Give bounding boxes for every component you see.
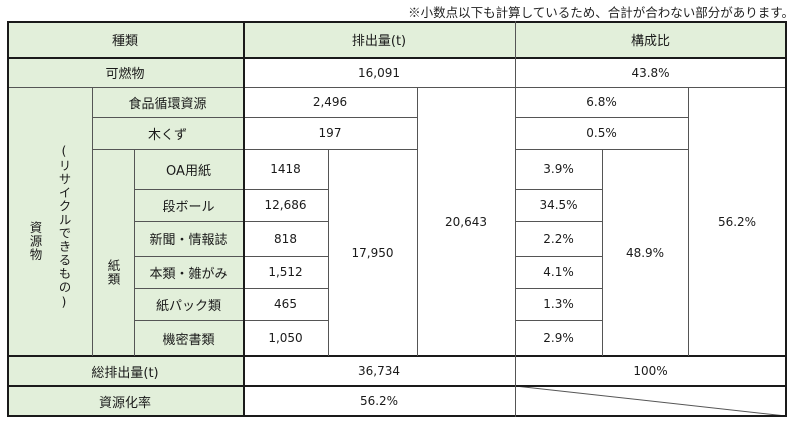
paper-ratio-total: 48.9% <box>602 149 688 356</box>
paper-item-ratio: 4.1% <box>515 256 602 288</box>
resources-amount-total: 20,643 <box>417 87 515 356</box>
paper-item-amount: 1,050 <box>243 320 328 356</box>
combustible-ratio: 43.8% <box>515 58 786 87</box>
recycle-rate-label: 資源化率 <box>7 386 243 416</box>
food-label: 食品循環資源 <box>92 87 243 117</box>
paper-item-ratio: 1.3% <box>515 288 602 320</box>
food-amount: 2,496 <box>243 87 417 117</box>
paper-item-label: 紙パック類 <box>134 288 243 320</box>
paper-amount-total: 17,950 <box>328 149 417 356</box>
paper-item-label: 本類・雑がみ <box>134 256 243 288</box>
diagonal-slash <box>515 386 786 416</box>
wood-label: 木くず <box>92 117 243 149</box>
wood-ratio: 0.5% <box>515 117 688 149</box>
wood-amount: 197 <box>243 117 417 149</box>
resources-ratio-total: 56.2% <box>688 87 786 356</box>
paper-item-label: 機密書類 <box>134 320 243 356</box>
paper-item-amount: 1,512 <box>243 256 328 288</box>
recycle-rate-value: 56.2% <box>243 386 515 416</box>
paper-item-ratio: 34.5% <box>515 189 602 221</box>
paper-item-amount: 465 <box>243 288 328 320</box>
food-ratio: 6.8% <box>515 87 688 117</box>
paper-item-amount: 1418 <box>243 149 328 189</box>
header-type: 種類 <box>7 21 243 58</box>
resources-label-cell: (リサイクルできるもの) 資源物 <box>7 87 92 356</box>
resources-sublabel: (リサイクルできるもの) <box>56 143 72 310</box>
paper-label: 紙類 <box>105 259 121 286</box>
header-amount: 排出量(t) <box>243 21 515 58</box>
total-amount: 36,734 <box>243 356 515 386</box>
paper-item-label: 段ボール <box>134 189 243 221</box>
paper-item-ratio: 2.2% <box>515 221 602 256</box>
combustible-label: 可燃物 <box>7 58 243 87</box>
paper-item-ratio: 3.9% <box>515 149 602 189</box>
paper-item-label: OA用紙 <box>134 149 243 189</box>
paper-item-label: 新聞・情報誌 <box>134 221 243 256</box>
paper-item-amount: 12,686 <box>243 189 328 221</box>
paper-item-amount: 818 <box>243 221 328 256</box>
total-label: 総排出量(t) <box>7 356 243 386</box>
total-ratio: 100% <box>515 356 786 386</box>
paper-item-ratio: 2.9% <box>515 320 602 356</box>
recycle-rate-empty-cell <box>515 386 786 416</box>
header-ratio: 構成比 <box>515 21 786 58</box>
paper-label-cell: 紙類 <box>92 149 134 356</box>
combustible-amount: 16,091 <box>243 58 515 87</box>
footnote: ※小数点以下も計算しているため、合計が合わない部分があります。 <box>408 5 794 20</box>
resources-label: 資源物 <box>27 221 43 262</box>
